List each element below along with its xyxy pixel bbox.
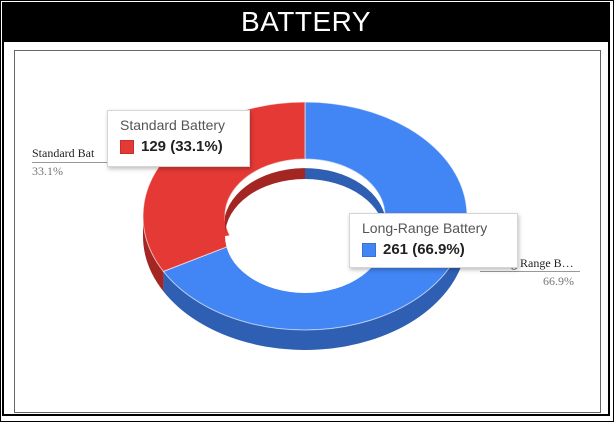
- tooltip-longrange: Long-Range Battery 261 (66.9%): [349, 213, 518, 268]
- tooltip-standard-value: 129 (33.1%): [141, 138, 223, 155]
- outer-wall-1: [163, 216, 468, 350]
- leader-line-standard: [32, 162, 152, 163]
- tooltip-standard: Standard Battery 129 (33.1%): [107, 110, 250, 167]
- outside-label-standard: Standard Bat: [32, 146, 95, 160]
- tooltip-standard-swatch: [120, 139, 134, 154]
- chart-title: BATTERY: [240, 6, 372, 37]
- outside-pct-longrange: 66.9%: [543, 274, 574, 288]
- tooltip-longrange-name: Long-Range Battery: [362, 220, 488, 236]
- chart-title-bar: BATTERY: [2, 2, 610, 42]
- inner-wall-0-1: [225, 159, 305, 236]
- outside-label-longrange: g Range B…: [511, 256, 574, 270]
- leader-line-longrange: [480, 271, 580, 272]
- tooltip-standard-name: Standard Battery: [120, 117, 226, 133]
- outside-pct-standard: 33.1%: [32, 164, 63, 178]
- inner-wall-1-0: [305, 159, 385, 236]
- chart-area: [14, 50, 601, 413]
- tooltip-longrange-swatch: [362, 242, 376, 257]
- outer-wall-0: [143, 216, 164, 292]
- tooltip-longrange-value: 261 (66.9%): [383, 241, 465, 258]
- donut-hole: [225, 159, 387, 293]
